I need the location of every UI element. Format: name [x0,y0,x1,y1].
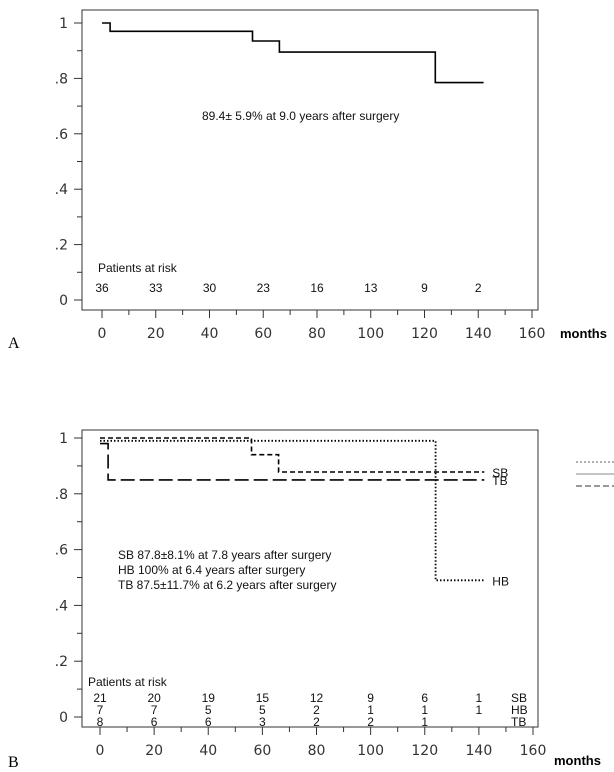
panel-b-legend-fragment [576,461,614,487]
risk-value: 9 [367,691,374,705]
curve-label-tb: TB [492,474,507,488]
risk-value: 1 [367,703,374,717]
panel-a-risk-table: 36 33 30 23 16 13 9 2 [95,281,482,295]
risk-value: 16 [310,281,324,295]
risk-value: 15 [256,691,270,705]
panel-b-curves: SB HB TB [100,437,509,588]
panel-b-x-unit: months [554,753,601,768]
x-tick-label: 0 [98,326,107,342]
risk-value: 23 [257,281,271,295]
x-tick-label: 60 [254,326,272,342]
x-tick-label: 100 [357,743,384,759]
survival-curve-tb [100,442,485,481]
panel-b-risk-table: 21 20 19 15 12 9 6 1 SB7 7 5 5 2 1 1 1 HB8 6 6 3 2 2 1 TB [93,691,527,729]
x-tick-label: 60 [253,743,271,759]
x-tick-label: 140 [466,743,493,759]
risk-value: 5 [259,703,266,717]
x-tick-label: 40 [199,743,217,759]
panel-b-label: B [8,754,19,771]
risk-value: 6 [421,691,428,705]
risk-value: 2 [313,715,320,729]
risk-value: 1 [421,715,428,729]
risk-value: 19 [202,691,216,705]
panel-b-y-axis: 0 .2 .4 .6 .8 1 [55,431,82,726]
panel-b-annotation-line: HB 100% at 6.4 years after surgery [118,563,305,577]
y-tick-label: .4 [55,598,68,614]
risk-value: 36 [95,281,109,295]
x-tick-label: 40 [201,326,219,342]
y-tick-label: .8 [55,71,68,87]
survival-curve-sb [100,437,485,473]
x-tick-label: 120 [411,743,438,759]
risk-value: 9 [421,281,428,295]
x-tick-label: 140 [465,326,492,342]
panel-b-x-axis: 0 20 40 60 80 100 120 140 160 [96,727,547,759]
y-tick-label: .2 [55,654,68,670]
risk-value: 5 [205,703,212,717]
risk-row-name: HB [511,703,528,717]
panel-a-annotation: 89.4± 5.9% at 9.0 years after surgery [202,109,399,123]
y-tick-label: .2 [55,238,68,254]
risk-value: 6 [151,715,158,729]
x-tick-label: 0 [96,743,105,759]
risk-value: 7 [97,703,104,717]
risk-value: 8 [97,715,104,729]
x-tick-label: 20 [145,743,163,759]
y-tick-label: 1 [59,16,68,32]
risk-value: 13 [364,281,378,295]
panel-b-risk-title: Patients at risk [88,675,168,689]
x-tick-label: 120 [411,326,438,342]
risk-value: 30 [203,281,217,295]
risk-value: 2 [313,703,320,717]
y-tick-label: .6 [55,543,68,559]
survival-curve [102,22,484,84]
risk-row-name: TB [511,715,526,729]
panel-b-annotation-line: SB 87.8±8.1% at 7.8 years after surgery [118,548,331,562]
risk-value: 2 [475,281,482,295]
panel-a-y-axis: 0 .2 .4 .6 .8 1 [55,16,82,309]
risk-value: 1 [421,703,428,717]
risk-value: 1 [476,703,483,717]
risk-value: 1 [476,691,483,705]
risk-value: 3 [259,715,266,729]
risk-value: 21 [93,691,107,705]
x-tick-label: 20 [147,326,165,342]
risk-value: 12 [310,691,324,705]
panel-a-plot-frame [81,9,539,311]
panel-a-x-unit: months [560,326,607,341]
y-tick-label: .4 [55,182,68,198]
panel-b-annotations: SB 87.8±8.1% at 7.8 years after surgeryH… [118,548,336,592]
x-tick-label: 80 [308,326,326,342]
risk-value: 20 [147,691,161,705]
risk-row-name: SB [511,691,527,705]
y-tick-label: 0 [59,710,68,726]
risk-value: 7 [151,703,158,717]
risk-value: 2 [367,715,374,729]
curve-label-sb: SB [492,466,508,480]
y-tick-label: 1 [59,431,68,447]
panel-b: 0.2.4.6.81 0 20 40 60 80 100 120 140 160 SBHBTB … [8,429,614,771]
panel-b-plot-frame [81,429,539,728]
risk-value: 33 [149,281,163,295]
risk-value: 6 [205,715,212,729]
panel-a-x-axis: 0 20 40 60 80 100 120 140 160 [98,310,546,342]
panel-a-risk-title: Patients at risk [98,261,178,275]
y-tick-label: .8 [55,487,68,503]
panel-a-curves [102,22,484,84]
x-tick-label: 160 [520,743,547,759]
y-tick-label: .6 [55,127,68,143]
panel-a-label: A [8,335,20,352]
y-tick-label: 0 [59,293,68,309]
x-tick-label: 160 [519,326,546,342]
panel-a: 0 .2 .4 .6 .8 1 0 20 40 60 80 100 120 140 160 89.4± 5… [8,9,607,352]
curve-label-hb: HB [492,574,509,588]
x-tick-label: 100 [357,326,384,342]
panel-b-annotation-line: TB 87.5±11.7% at 6.2 years after surgery [118,578,336,592]
x-tick-label: 80 [308,743,326,759]
